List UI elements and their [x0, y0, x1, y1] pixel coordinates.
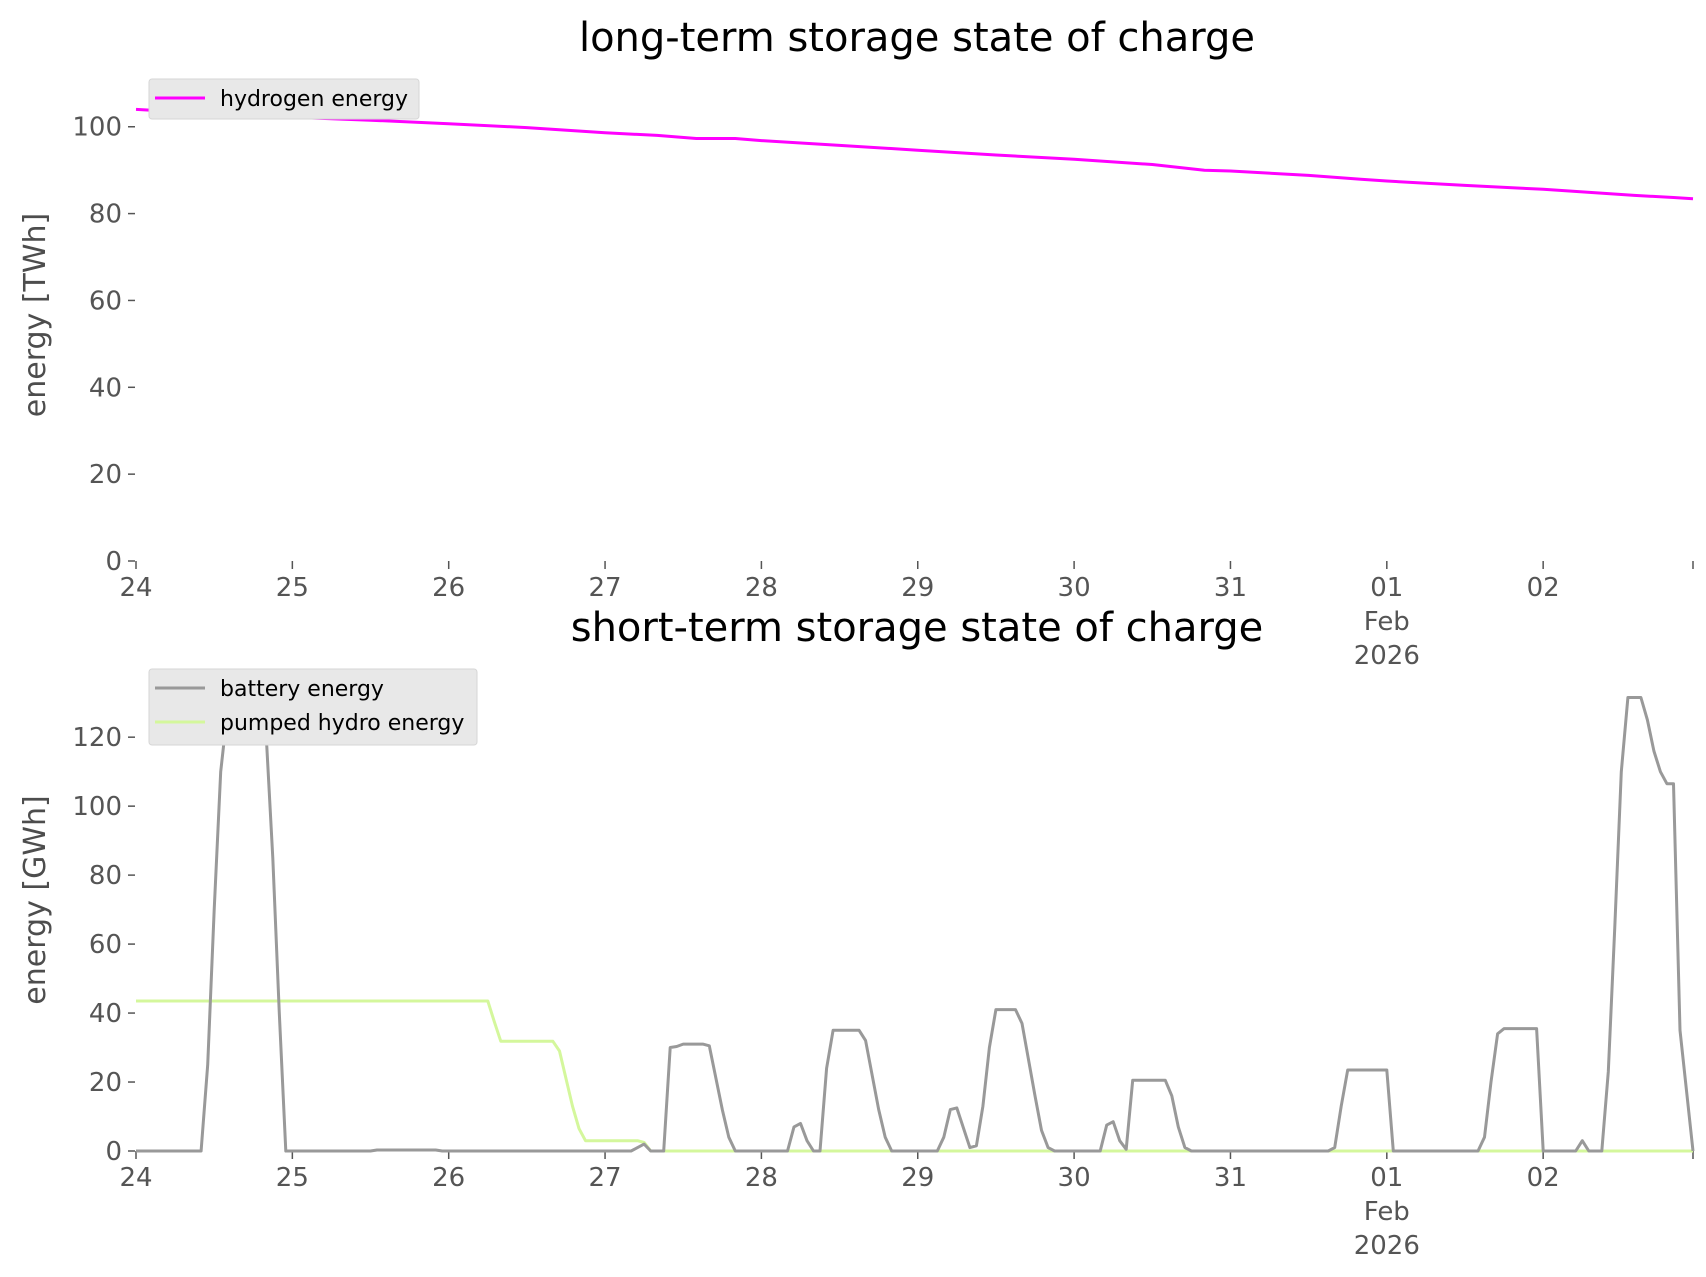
y-tick-label: 100: [72, 792, 122, 822]
legend-box: [148, 668, 478, 746]
x-tick-label: 02: [1527, 573, 1560, 603]
y-tick-label: 60: [89, 930, 122, 960]
x-tick-label: 27: [589, 573, 622, 603]
chart-title: long-term storage state of charge: [579, 15, 1255, 61]
y-tick-label: 40: [89, 373, 122, 403]
x-tick-label: 25: [276, 573, 309, 603]
x-tick-label: 29: [901, 573, 934, 603]
x-ticks: 24 25 26 27 28 29 30 31 01 Feb 2026 02: [119, 561, 1694, 671]
x-tick-label: 27: [589, 1163, 622, 1193]
x-tick-label: 28: [745, 1163, 778, 1193]
x-tick-label: 28: [745, 573, 778, 603]
legend-label-hydrogen: hydrogen energy: [220, 87, 408, 112]
x-ticks: 24 25 26 27 28 29 30 31 01 Feb 2026 02: [119, 1151, 1694, 1261]
x-tick-label: 24: [119, 573, 152, 603]
y-ticks: 0 20 40 60 80 100 120: [72, 723, 135, 1167]
series-line-battery-energy: [136, 696, 1695, 1153]
y-tick-label: 20: [89, 460, 122, 490]
x-tick-year-label: 2026: [1354, 1231, 1420, 1261]
x-tick-label: 24: [119, 1163, 152, 1193]
legend-label-battery: battery energy: [220, 677, 384, 702]
x-tick-label: 26: [432, 1163, 465, 1193]
y-axis-label: energy [GWh]: [18, 795, 53, 1004]
x-tick-label: 31: [1214, 573, 1247, 603]
y-tick-label: 100: [72, 113, 122, 143]
x-tick-label: 01: [1370, 1163, 1403, 1193]
y-tick-label: 80: [89, 200, 122, 230]
x-tick-label: 29: [901, 1163, 934, 1193]
x-tick-label: 31: [1214, 1163, 1247, 1193]
y-axis-label: energy [TWh]: [18, 213, 53, 417]
y-tick-label: 40: [89, 999, 122, 1029]
x-tick-label: 02: [1527, 1163, 1560, 1193]
y-tick-label: 0: [105, 547, 122, 577]
y-tick-label: 80: [89, 861, 122, 891]
chart-title: short-term storage state of charge: [571, 605, 1264, 651]
long-term-panel: long-term storage state of charge energy…: [18, 15, 1694, 671]
series-lines: [135, 107, 1694, 201]
series-lines: [136, 696, 1695, 1153]
x-tick-month-label: Feb: [1364, 607, 1410, 637]
legend: battery energy pumped hydro energy: [148, 668, 478, 746]
x-tick-label: 30: [1058, 1163, 1091, 1193]
x-tick-label: 25: [276, 1163, 309, 1193]
x-tick-year-label: 2026: [1354, 641, 1420, 671]
x-tick-label: 01: [1370, 573, 1403, 603]
y-tick-label: 0: [105, 1137, 122, 1167]
x-tick-label: 26: [432, 573, 465, 603]
y-tick-label: 20: [89, 1068, 122, 1098]
y-tick-label: 60: [89, 286, 122, 316]
series-line-hydrogen-energy: [135, 107, 1694, 201]
legend: hydrogen energy: [148, 78, 420, 120]
legend-box: [148, 78, 420, 120]
short-term-panel: short-term storage state of charge energ…: [18, 605, 1695, 1261]
y-ticks: 0 20 40 60 80 100: [72, 113, 135, 577]
legend-label-pumped-hydro: pumped hydro energy: [220, 711, 464, 736]
y-tick-label: 120: [72, 723, 122, 753]
x-tick-month-label: Feb: [1364, 1197, 1410, 1227]
series-line-pumped-hydro-energy: [136, 999, 1693, 1153]
x-tick-label: 30: [1058, 573, 1091, 603]
